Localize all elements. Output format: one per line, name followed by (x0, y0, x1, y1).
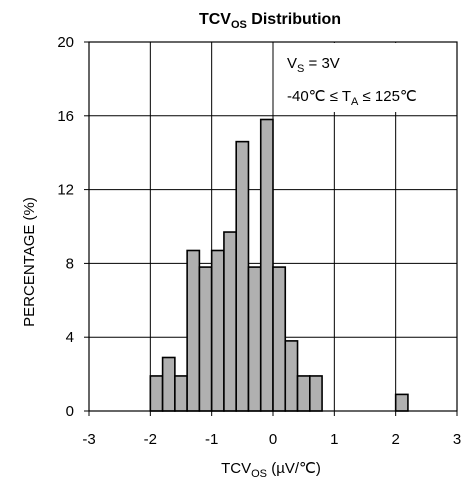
y-tick-label: 16 (57, 108, 74, 125)
y-axis-title: PERCENTAGE (%) (21, 197, 38, 327)
x-tick-label: 1 (330, 431, 338, 448)
x-tick-label: 2 (391, 431, 399, 448)
histogram-bar (149, 375, 164, 412)
x-axis-ticks: -3 -2 -1 0 1 2 3 (82, 411, 461, 448)
supply-voltage-annotation: VS = 3V (287, 55, 340, 75)
histogram-bar (394, 393, 409, 412)
y-tick-label: 4 (66, 329, 74, 346)
histogram-bar (186, 249, 201, 412)
y-axis-ticks: 0 4 8 12 16 20 (57, 34, 89, 420)
chart-title: TCVOS Distribution (199, 11, 341, 31)
histogram-bar (308, 375, 323, 412)
temperature-range-annotation: -40℃ ≤ TA ≤ 125℃ (287, 88, 417, 108)
histogram-bar (235, 140, 250, 412)
x-tick-label: 0 (269, 431, 277, 448)
histogram-bar (272, 266, 287, 412)
histogram-bar (247, 266, 262, 412)
histogram-bar (174, 375, 188, 412)
histogram-bar (198, 266, 213, 412)
x-tick-label: -2 (144, 431, 157, 448)
bars (149, 118, 409, 412)
y-tick-label: 8 (66, 255, 74, 272)
x-tick-label: 3 (453, 431, 461, 448)
histogram-bar (223, 231, 238, 412)
x-axis-title: TCVOS (µV/℃) (221, 460, 321, 480)
y-tick-label: 0 (66, 403, 74, 420)
histogram-bar (210, 249, 225, 412)
y-tick-label: 12 (57, 182, 74, 199)
annotation-box (279, 43, 448, 112)
y-tick-label: 20 (57, 34, 74, 51)
histogram-bar (284, 340, 299, 412)
histogram-bar (259, 118, 274, 412)
x-tick-label: -3 (82, 431, 95, 448)
histogram-bar (296, 375, 311, 412)
histogram-bar (161, 356, 176, 412)
x-tick-label: -1 (205, 431, 218, 448)
